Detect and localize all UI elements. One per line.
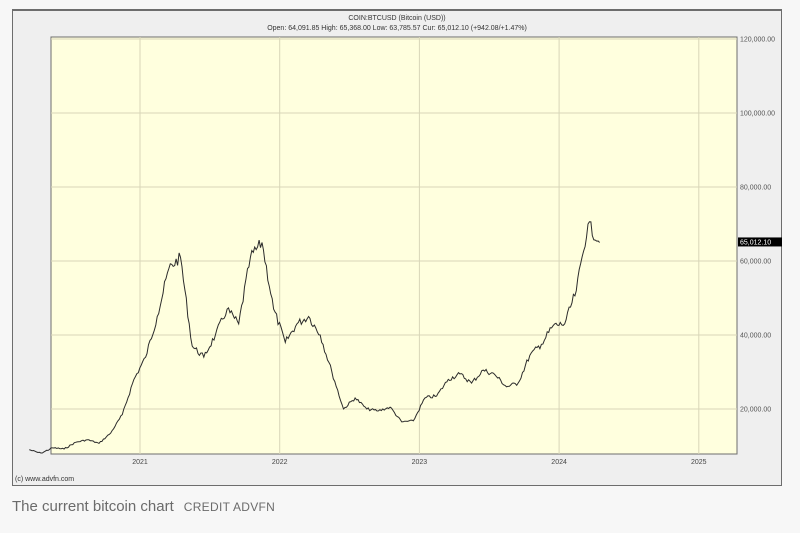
svg-text:100,000.00: 100,000.00 — [740, 111, 775, 118]
price-line — [29, 221, 600, 454]
svg-text:2022: 2022 — [272, 459, 288, 466]
svg-text:80,000.00: 80,000.00 — [740, 185, 771, 192]
y-axis: 20,000.00 40,000.00 60,000.00 80,000.00 100,… — [740, 37, 775, 414]
svg-text:40,000.00: 40,000.00 — [740, 333, 771, 340]
chart-quote-line: Open: 64,091.85 High: 65,368.00 Low: 63,… — [267, 25, 527, 32]
svg-text:60,000.00: 60,000.00 — [740, 259, 771, 266]
chart-header: COIN:BTCUSD (Bitcoin (USD)) Open: 64,091… — [13, 14, 781, 34]
svg-text:2023: 2023 — [412, 459, 428, 466]
figure-caption: The current bitcoin chart CREDIT ADVFN — [12, 498, 275, 515]
svg-text:2024: 2024 — [551, 459, 567, 466]
watermark: (c) www.advfn.com — [15, 476, 75, 483]
caption-text: The current bitcoin chart — [12, 498, 174, 515]
svg-text:20,000.00: 20,000.00 — [740, 407, 771, 414]
svg-text:120,000.00: 120,000.00 — [740, 37, 775, 44]
grid-lines — [51, 37, 737, 454]
svg-text:2025: 2025 — [691, 459, 707, 466]
svg-text:2021: 2021 — [132, 459, 148, 466]
svg-text:65,012.10: 65,012.10 — [740, 239, 771, 246]
x-axis: 2021 2022 2023 2024 2025 — [132, 459, 706, 466]
caption-credit: CREDIT ADVFN — [183, 500, 276, 514]
chart-symbol-title: COIN:BTCUSD (Bitcoin (USD)) — [348, 15, 446, 22]
current-price-label: 65,012.10 — [738, 237, 782, 247]
plot-area — [50, 36, 738, 455]
